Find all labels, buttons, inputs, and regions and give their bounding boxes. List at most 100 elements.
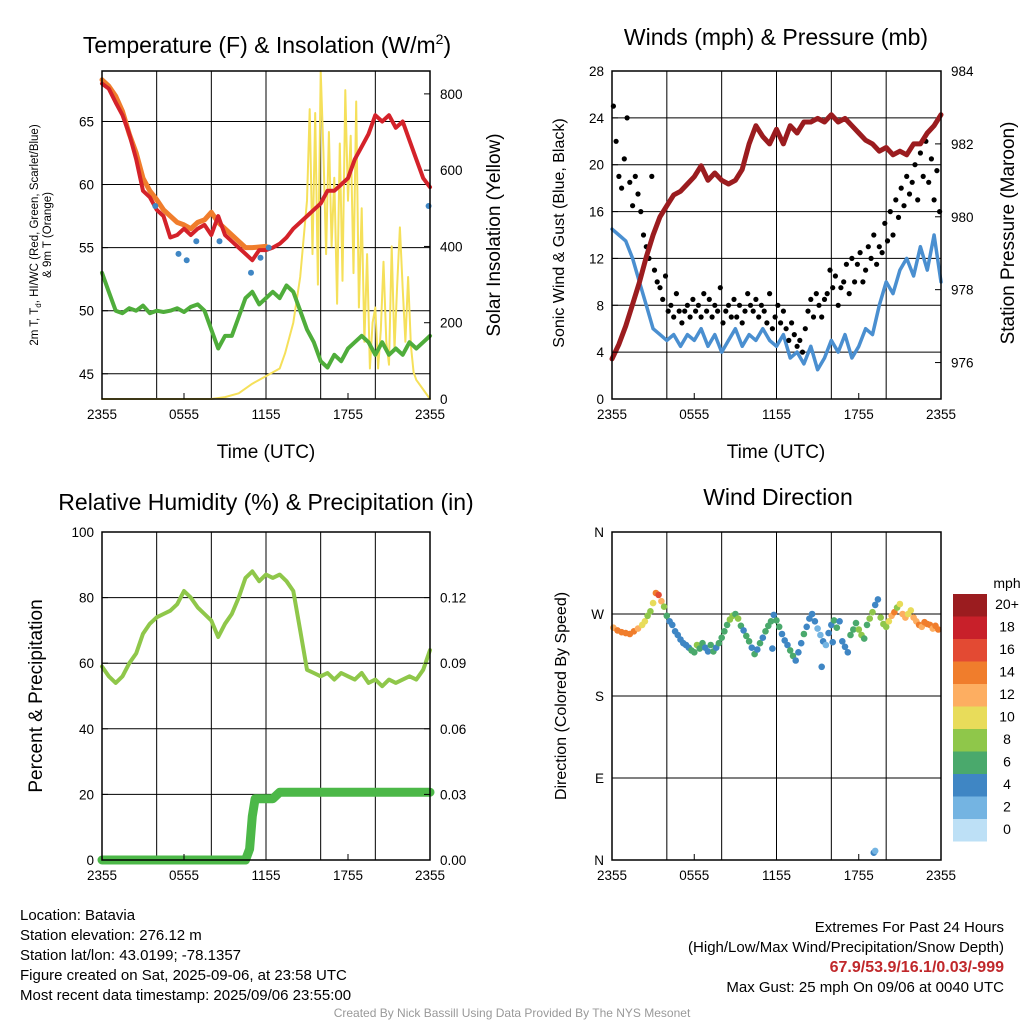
- wind-gust-point: [890, 232, 896, 238]
- wind-gust-point: [832, 273, 839, 279]
- wind-direction-point: [649, 599, 657, 607]
- wind-gust-point: [931, 197, 937, 203]
- wind-gust-point: [895, 214, 902, 220]
- x-tick-label: 1155: [251, 868, 280, 883]
- wind-gust-point: [772, 314, 778, 320]
- wind-gust-point: [660, 296, 666, 302]
- wind-gust-point: [725, 302, 732, 308]
- wind-direction-point: [773, 617, 780, 624]
- wind-gust-point: [756, 314, 762, 320]
- wind-gust-point: [651, 267, 658, 273]
- y-tick-label: 0: [86, 853, 94, 868]
- max-gust: Max Gust: 25 mph On 09/06 at 0040 UTC: [726, 979, 1004, 996]
- wind-direction-point: [691, 649, 698, 656]
- legend-label: 10: [999, 709, 1015, 725]
- wind-gust-point: [876, 244, 882, 250]
- wind-gust-point: [704, 308, 710, 314]
- y-tick-label: 24: [589, 111, 605, 126]
- wind-gust-point: [934, 168, 940, 174]
- wind-gust-point: [920, 173, 926, 179]
- x-tick-label: 2355: [926, 868, 956, 883]
- y2-tick-label: 980: [951, 210, 974, 225]
- wind-gust-point: [632, 173, 638, 179]
- wind-gust-point: [613, 138, 619, 144]
- x-tick-label: 0555: [169, 868, 199, 883]
- wind-gust-point: [882, 220, 888, 226]
- station-pressure-line: [609, 112, 944, 362]
- wind-gust-point: [709, 314, 715, 320]
- x-tick-label: 2355: [597, 868, 627, 883]
- wind-gust-point: [843, 261, 850, 267]
- wind-direction-point: [874, 596, 882, 603]
- x-tick-label: 0555: [169, 407, 199, 422]
- y2-tick-label: 200: [440, 316, 463, 331]
- temp-2m-line: [100, 81, 432, 263]
- wind-direction-point: [839, 638, 846, 645]
- legend-label: 6: [1003, 754, 1011, 770]
- legend-swatch: [953, 661, 987, 684]
- y-tick-label: E: [595, 771, 604, 786]
- wind-gust-point: [723, 308, 729, 314]
- wind-gust-point: [887, 209, 893, 215]
- wind-gust-point: [819, 314, 825, 320]
- y-tick-label: N: [594, 525, 604, 540]
- wind-gust-point: [630, 203, 636, 209]
- sonic-wind-line: [610, 227, 943, 372]
- station-latlon: Station lat/lon: 43.0199; -78.1357: [20, 947, 242, 964]
- wind-direction-point: [882, 623, 890, 631]
- wind-gust-point: [747, 302, 754, 308]
- wind-gust-point: [879, 250, 885, 256]
- wind-direction-point: [818, 663, 825, 671]
- wind-gust-point: [698, 314, 704, 320]
- y-tick-label: 60: [79, 178, 94, 193]
- wind-gust-point: [813, 291, 819, 297]
- wind-direction-point: [833, 624, 841, 631]
- wind-direction-point: [825, 629, 832, 637]
- y-tick-label: W: [591, 607, 604, 622]
- x-tick-label: 2355: [87, 868, 117, 883]
- temperature-y-axis-label: 2m T, Td, HI/WC (Red, Green, Scarlet/Blu…: [29, 124, 43, 345]
- wind-gust-point: [854, 261, 861, 267]
- y-tick-label: 40: [79, 722, 94, 737]
- legend-swatch: [953, 796, 987, 819]
- y-tick-label: S: [595, 689, 604, 704]
- wind-gust-point: [786, 337, 792, 343]
- humidity-y-axis-label: Percent & Precipitation: [26, 599, 47, 792]
- wind-gust-point: [635, 191, 641, 197]
- wind-direction-point: [660, 603, 668, 610]
- wind-gust-point: [794, 343, 800, 349]
- wind-direction-point: [769, 645, 776, 652]
- legend-label: 16: [999, 641, 1015, 657]
- wind-direction-point: [829, 638, 836, 646]
- wind-gust-point: [638, 209, 644, 215]
- x-tick-label: 2355: [415, 868, 445, 883]
- wind-gust-point: [742, 308, 748, 314]
- wind-direction-point: [877, 614, 884, 621]
- wind-direction-point: [696, 645, 703, 652]
- wind-direction-point: [770, 611, 778, 619]
- wind-gust-point: [767, 291, 773, 297]
- windchill-point: [193, 238, 200, 245]
- wind-gust-point: [852, 279, 858, 285]
- y2-tick-label: 600: [440, 163, 463, 178]
- wind-gust-point: [805, 308, 811, 314]
- wind-gust-point: [912, 162, 918, 168]
- windchill-point: [265, 244, 272, 251]
- y2-tick-label: 0.00: [440, 853, 466, 868]
- wind-direction-point: [663, 612, 671, 620]
- wind-gust-point: [682, 308, 688, 314]
- y-tick-label: 8: [596, 298, 604, 313]
- wind-gust-point: [717, 285, 723, 291]
- wind-direction-point: [855, 626, 863, 633]
- wind-direction-point: [814, 625, 821, 632]
- wind-gust-point: [693, 308, 699, 314]
- wind-gust-point: [734, 314, 740, 320]
- extremes-subtitle: (High/Low/Max Wind/Precipitation/Snow De…: [688, 939, 1004, 956]
- wind-direction-point: [803, 623, 810, 631]
- pressure-y2-axis-label: Station Pressure (Maroon): [998, 122, 1019, 345]
- y-tick-label: 4: [596, 345, 604, 360]
- legend-label: 4: [1003, 776, 1011, 792]
- y-tick-label: 12: [589, 251, 604, 266]
- legend-swatch: [953, 774, 987, 797]
- wind-gust-point: [731, 296, 737, 302]
